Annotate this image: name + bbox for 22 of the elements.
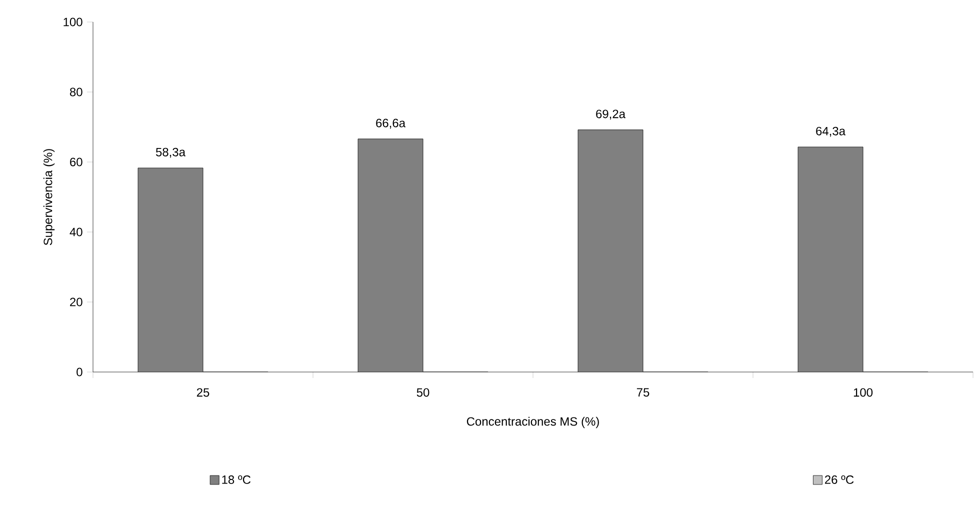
y-tick-label: 0 xyxy=(76,368,82,376)
x-axis-title: Concentraciones MS (%) xyxy=(466,416,599,428)
bar xyxy=(138,168,203,372)
legend-label: 26 ºC xyxy=(825,475,854,484)
bar xyxy=(358,138,424,372)
bar xyxy=(578,130,644,372)
data-label: 58,3a xyxy=(156,148,186,158)
y-tick-label: 100 xyxy=(64,18,82,26)
bar xyxy=(798,146,864,372)
y-tick-label: 20 xyxy=(70,298,82,306)
data-label: 66,6a xyxy=(376,118,406,129)
data-label: 64,3a xyxy=(816,126,846,137)
x-tick-label: 50 xyxy=(416,388,430,397)
y-tick-label: 80 xyxy=(70,88,82,96)
x-tick-label: 100 xyxy=(854,388,873,397)
x-tick-label: 25 xyxy=(196,388,210,397)
y-tick-label: 60 xyxy=(70,158,82,166)
legend-label: 18 ºC xyxy=(222,475,251,484)
y-axis-title: Supervivencia (%) xyxy=(43,149,55,246)
data-label: 69,2a xyxy=(596,110,626,120)
y-tick-label: 40 xyxy=(70,228,82,236)
x-tick-label: 75 xyxy=(636,388,650,397)
